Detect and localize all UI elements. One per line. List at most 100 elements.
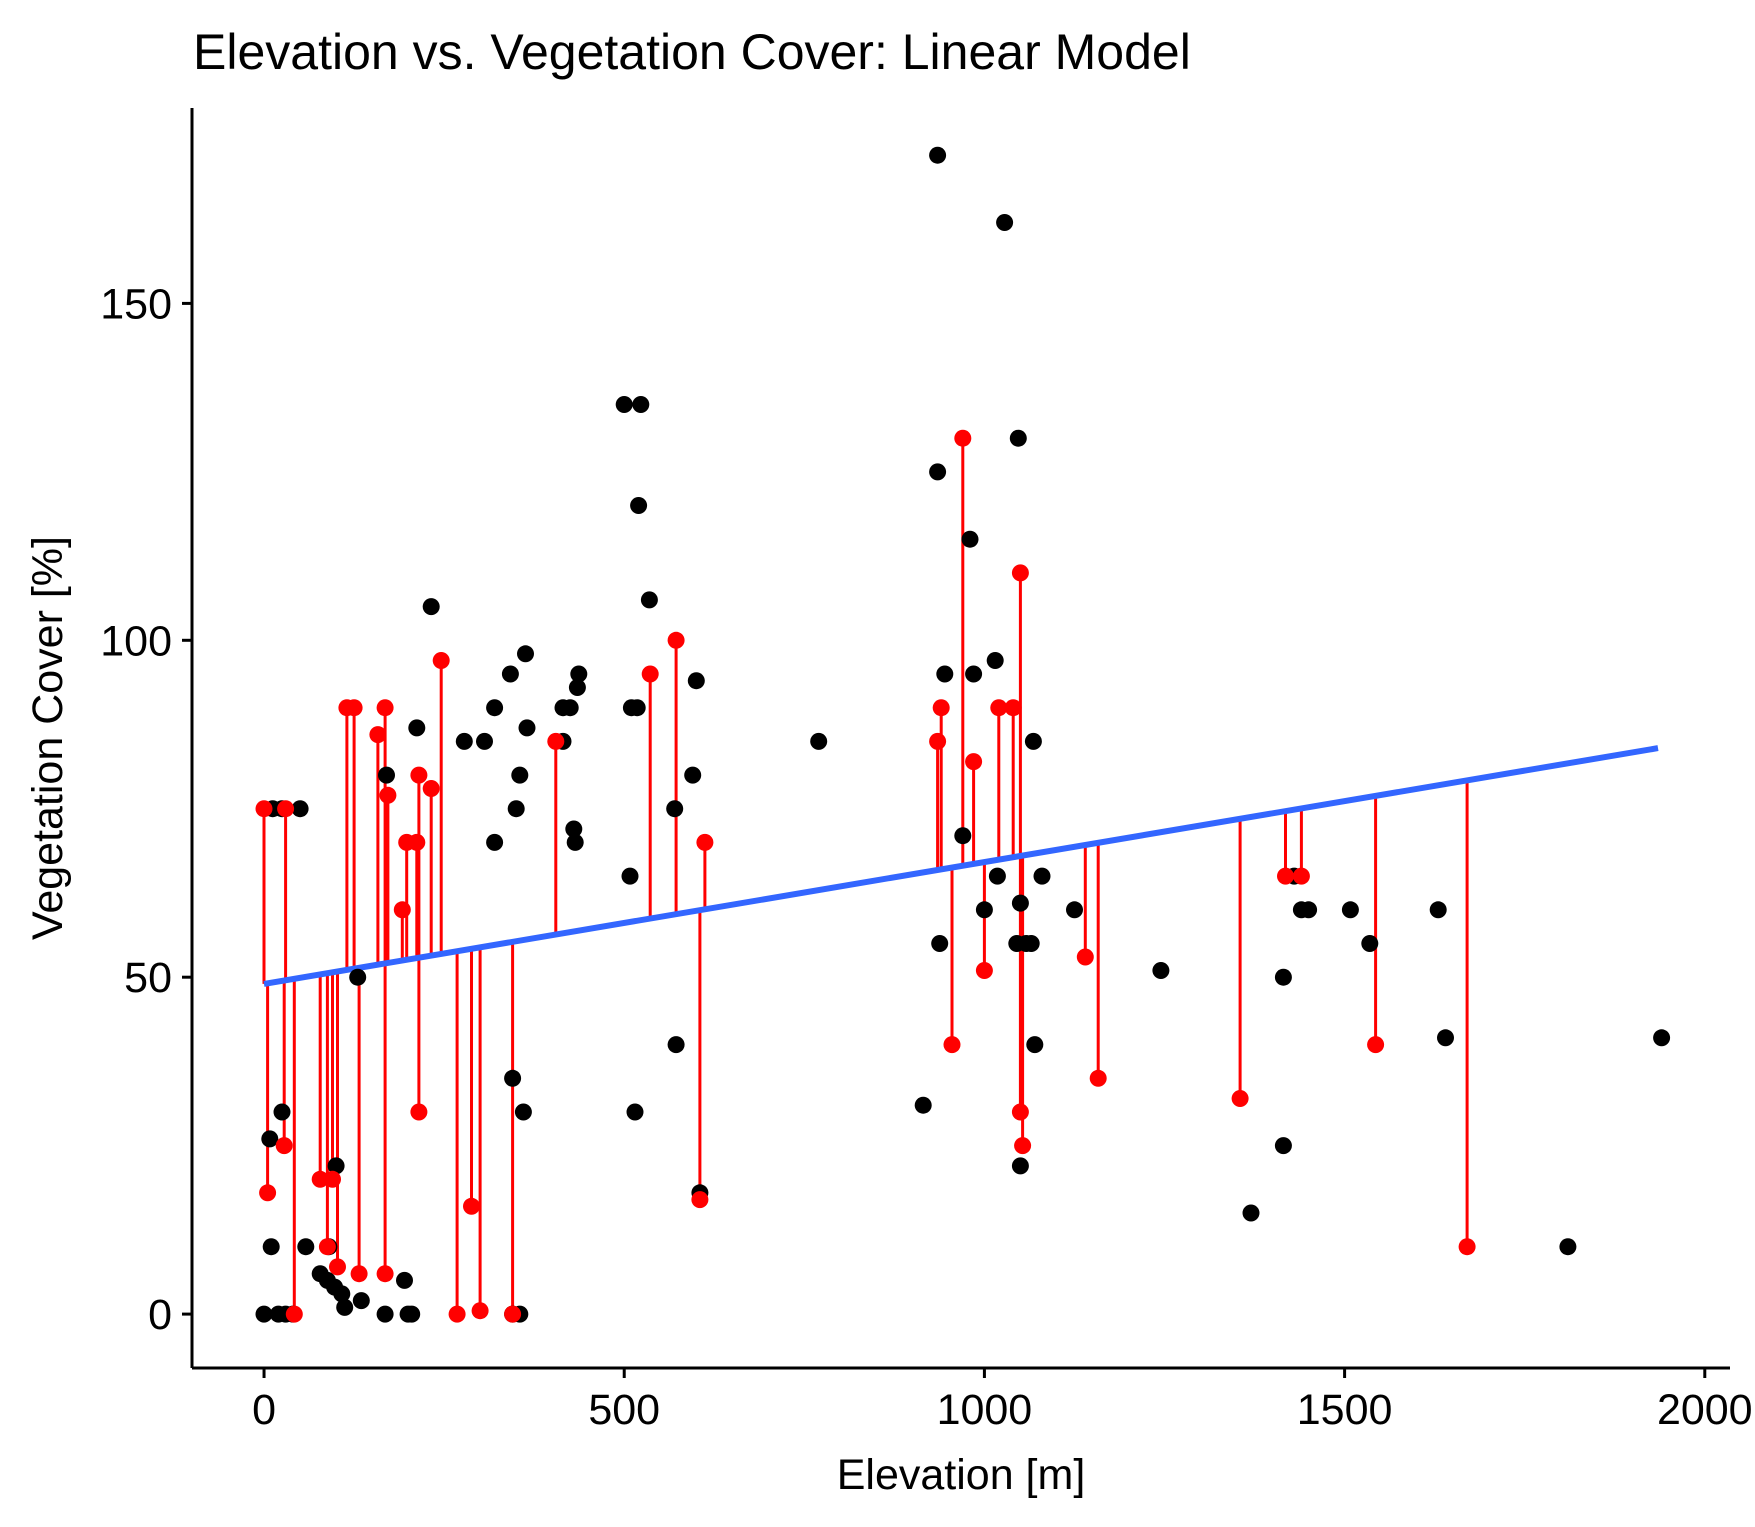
observed-point	[621, 867, 639, 885]
residual-point	[318, 1238, 336, 1256]
observed-point	[1559, 1238, 1577, 1256]
observed-point	[965, 665, 983, 683]
residual-point	[393, 901, 411, 919]
observed-point	[628, 699, 646, 717]
observed-point	[1341, 901, 1359, 919]
observed-point	[507, 800, 525, 818]
observed-point	[996, 214, 1014, 231]
observed-point	[1361, 935, 1379, 952]
residual-point	[1292, 867, 1310, 885]
observed-point	[565, 820, 583, 838]
observed-point	[954, 827, 972, 845]
observed-point	[504, 1069, 522, 1087]
x-tick-label: 2000	[1657, 1386, 1753, 1434]
observed-point	[961, 530, 979, 548]
observed-point	[1024, 732, 1042, 750]
residual-point	[329, 1258, 346, 1276]
y-ticks: 0 50 100 150	[100, 280, 192, 1339]
observed-point	[378, 766, 395, 784]
residual-point	[667, 631, 685, 649]
regression-line	[263, 745, 1659, 987]
residual-point	[1367, 1036, 1385, 1054]
residual-layer	[262, 438, 1469, 1315]
chart-title: Elevation vs. Vegetation Cover: Linear M…	[193, 24, 1191, 80]
observed-point	[615, 396, 633, 413]
observed-point	[1011, 894, 1029, 912]
observed-point	[1066, 901, 1083, 919]
residual-point	[255, 800, 273, 818]
observed-point	[640, 591, 658, 609]
observed-point	[291, 800, 309, 818]
residual-point	[547, 732, 565, 750]
x-tick-label: 500	[588, 1386, 660, 1434]
residual-point	[285, 1305, 303, 1323]
observed-point	[336, 1298, 354, 1316]
residual-point	[1089, 1069, 1107, 1087]
residual-point	[277, 800, 295, 818]
y-tick-label: 100	[100, 617, 172, 665]
observed-point	[514, 1103, 532, 1121]
fit-layer	[263, 745, 1659, 987]
observed-point	[666, 800, 684, 818]
residual-point	[275, 1137, 293, 1155]
residual-point	[1011, 1103, 1029, 1121]
observed-point	[630, 497, 648, 514]
observed-point	[396, 1271, 413, 1289]
x-tick-label: 1500	[1297, 1386, 1393, 1434]
observed-point	[501, 665, 519, 683]
observed-point	[352, 1292, 370, 1310]
observed-point	[1274, 1137, 1292, 1155]
observed-point	[1437, 1029, 1454, 1047]
residual-point	[369, 726, 387, 744]
observed-point	[476, 732, 493, 750]
observed-point	[936, 665, 954, 683]
residual-point	[410, 766, 428, 784]
x-tick-label: 0	[252, 1386, 276, 1434]
residual-point	[311, 1170, 329, 1188]
observed-point	[261, 1130, 279, 1148]
residual-point	[422, 780, 440, 797]
observed-point	[311, 1265, 329, 1283]
residual-point	[1076, 948, 1094, 966]
observed-point	[986, 652, 1004, 669]
observed-point	[517, 645, 534, 663]
point-layer	[255, 146, 1671, 1323]
observed-point	[486, 699, 504, 717]
observed-point	[376, 1305, 394, 1323]
observed-point	[455, 732, 473, 750]
observed-point	[687, 672, 705, 690]
observed-point	[273, 1103, 291, 1121]
residual-point	[1011, 564, 1029, 582]
residual-point	[641, 665, 659, 683]
observed-point	[1033, 867, 1051, 885]
residual-point	[350, 1265, 368, 1283]
observed-point	[262, 1238, 280, 1256]
residual-point	[1277, 867, 1294, 885]
residual-point	[696, 833, 714, 851]
observed-point	[561, 699, 579, 717]
residual-point	[1014, 1137, 1032, 1155]
residual-point	[259, 1184, 277, 1202]
residual-point	[379, 786, 397, 804]
x-tick-label: 1000	[937, 1386, 1033, 1434]
observed-point	[626, 1103, 644, 1121]
observed-point	[1653, 1029, 1671, 1047]
observed-point	[667, 1036, 685, 1054]
residual-point	[408, 833, 426, 851]
residual-point	[376, 1265, 394, 1283]
y-tick-label: 50	[124, 954, 172, 1002]
observed-point	[1274, 968, 1292, 986]
observed-point	[255, 1305, 273, 1323]
observed-point	[684, 766, 702, 784]
observed-point	[327, 1157, 345, 1175]
residual-point	[432, 652, 450, 669]
residual-point	[324, 1170, 341, 1188]
residual-point	[471, 1302, 489, 1320]
observed-point	[422, 598, 440, 616]
observed-point	[566, 833, 584, 851]
observed-point	[1242, 1204, 1260, 1222]
residual-point	[691, 1191, 709, 1209]
residual-point	[376, 699, 394, 717]
residual-point	[504, 1305, 522, 1323]
